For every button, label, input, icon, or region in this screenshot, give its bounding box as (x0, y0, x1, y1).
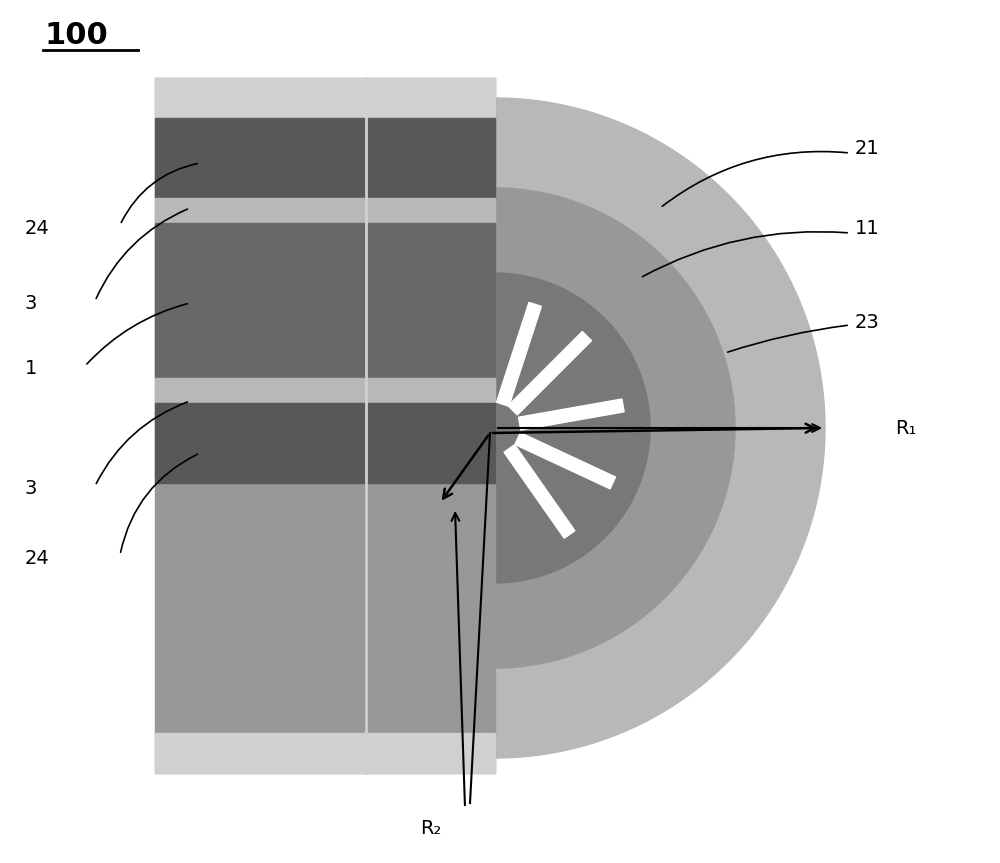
Text: 100: 100 (45, 21, 109, 49)
Bar (155, 78, 495, 773)
Text: R₁: R₁ (895, 419, 916, 438)
Polygon shape (495, 98, 825, 758)
Text: 23: 23 (855, 313, 880, 332)
Text: 3: 3 (25, 478, 37, 497)
Polygon shape (504, 444, 575, 539)
Text: 21: 21 (855, 138, 880, 158)
Text: 1: 1 (25, 358, 37, 377)
Bar (155, 378, 495, 403)
Bar (155, 223, 495, 378)
Polygon shape (508, 331, 592, 415)
Bar (155, 198, 495, 223)
Polygon shape (515, 432, 616, 488)
Bar (155, 118, 495, 198)
Polygon shape (518, 399, 624, 430)
Polygon shape (495, 273, 650, 583)
Text: 11: 11 (855, 218, 880, 237)
Bar (155, 78, 495, 118)
Polygon shape (497, 302, 541, 406)
Bar (155, 403, 495, 483)
Text: R₂: R₂ (420, 818, 441, 837)
Text: 24: 24 (25, 218, 50, 237)
Bar (155, 733, 495, 773)
Text: 3: 3 (25, 293, 37, 312)
Text: 24: 24 (25, 549, 50, 568)
Polygon shape (495, 188, 735, 668)
